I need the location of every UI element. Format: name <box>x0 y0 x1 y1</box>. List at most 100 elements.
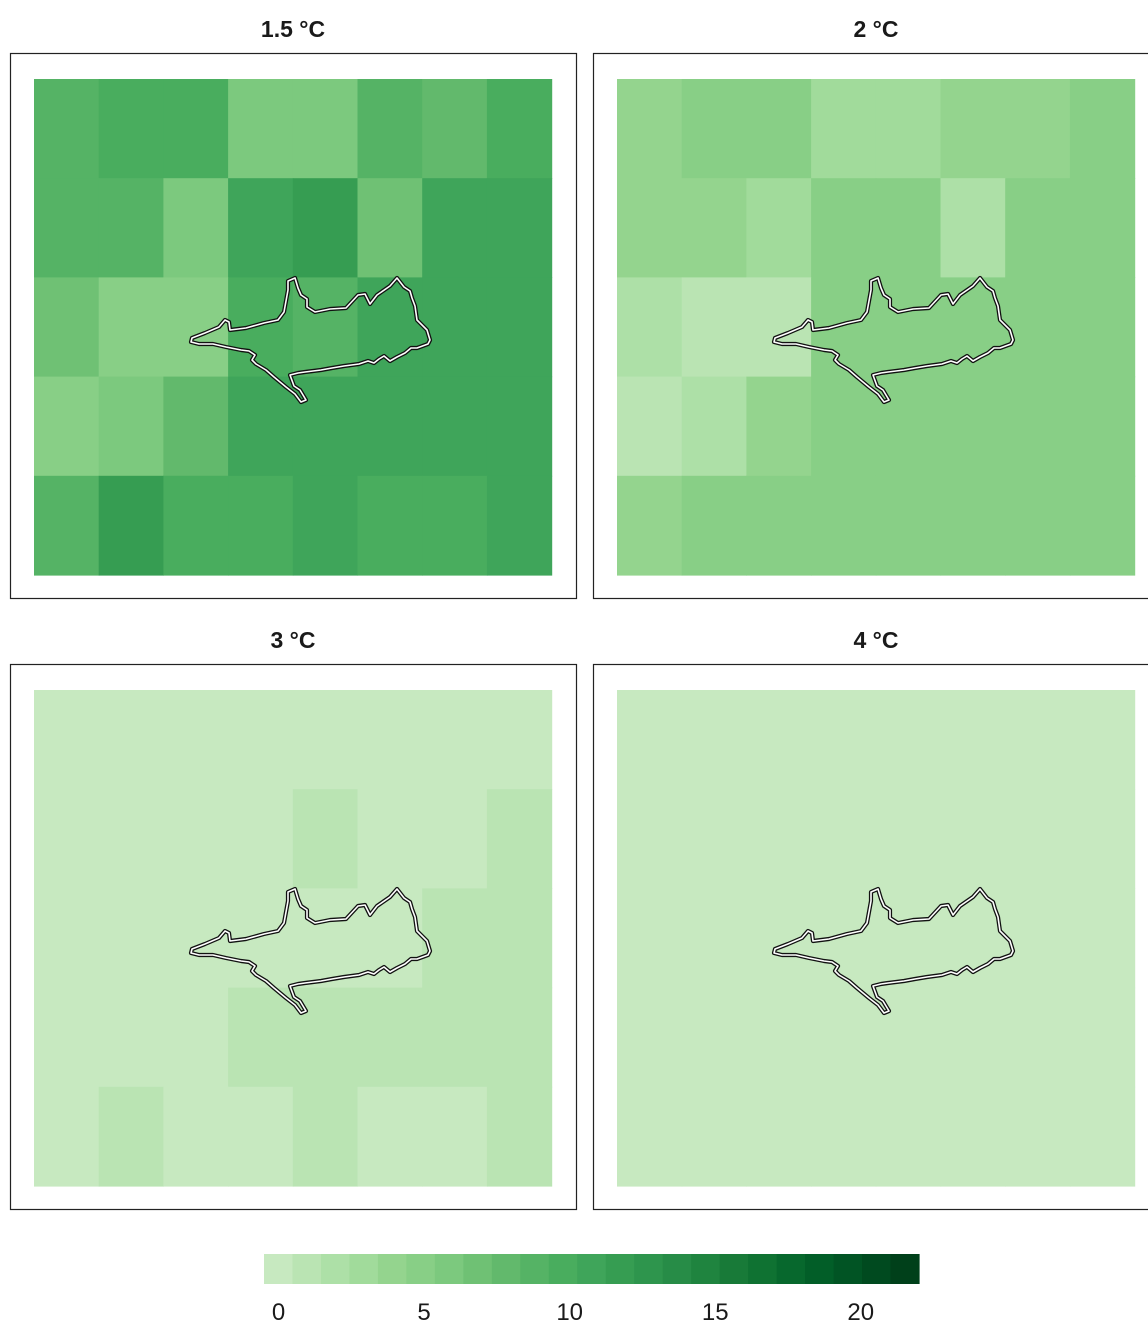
heatmap-cell <box>746 376 812 477</box>
heatmap-cell <box>746 178 812 278</box>
heatmap-cell <box>292 277 359 378</box>
colorbar-tick-label: 20 <box>847 1299 874 1325</box>
heatmap-cell <box>486 1086 553 1187</box>
heatmap-cell <box>617 987 683 1088</box>
heatmap-cell <box>940 789 1006 889</box>
heatmap-cell <box>486 987 553 1088</box>
heatmap-cell <box>228 178 294 278</box>
heatmap-cell <box>875 690 942 790</box>
heatmap-cell <box>681 690 747 790</box>
colorbar-tick-label: 5 <box>417 1299 430 1325</box>
colorbar-swatch <box>691 1254 721 1284</box>
heatmap-cell <box>98 789 164 889</box>
heatmap-cell <box>292 475 359 576</box>
heatmap-cell <box>486 178 553 278</box>
heatmap-cell <box>486 789 553 889</box>
colorbar: 0 5 10 15 20 <box>264 1254 920 1325</box>
heatmap-cell <box>875 1086 942 1187</box>
colorbar-swatch <box>833 1254 863 1284</box>
heatmap-cell <box>486 79 553 179</box>
heatmap-cell <box>163 178 229 278</box>
heatmap-cell <box>163 690 229 790</box>
heatmap-cell <box>34 1086 100 1187</box>
heatmap-cell <box>228 376 294 477</box>
heatmap-cell <box>617 376 683 477</box>
heatmap-cell <box>486 277 553 378</box>
heatmap-cell <box>34 79 100 179</box>
heatmap-cell <box>34 888 100 989</box>
heatmap-cell <box>292 79 359 179</box>
heatmap-cell <box>940 79 1006 179</box>
heatmap-cell <box>617 178 683 278</box>
colorbar-swatch <box>463 1254 493 1284</box>
heatmap-cell <box>357 987 423 1088</box>
heatmap-cell <box>228 79 294 179</box>
heatmap-cell <box>34 277 100 378</box>
heatmap-cell <box>486 376 553 477</box>
heatmap-cell <box>1069 475 1136 576</box>
heatmap-cell <box>811 690 877 790</box>
heatmap-cell <box>617 888 683 989</box>
heatmap-cell <box>422 178 488 278</box>
heatmap-cell <box>940 690 1006 790</box>
heatmap-cell <box>617 690 683 790</box>
heatmap-cell <box>875 79 942 179</box>
heatmap-cell <box>940 987 1006 1088</box>
colorbar-swatch <box>605 1254 635 1284</box>
heatmap-cell <box>34 987 100 1088</box>
heatmap-cell <box>940 178 1006 278</box>
colorbar-tick-label: 15 <box>702 1299 729 1325</box>
heatmap-cell <box>292 888 359 989</box>
heatmap-cell <box>681 1086 747 1187</box>
heatmap-cell <box>940 1086 1006 1187</box>
heatmap-cell <box>617 79 683 179</box>
panel-title: 2 °C <box>854 16 899 42</box>
heatmap-cell <box>1005 690 1071 790</box>
heatmap-cell <box>617 1086 683 1187</box>
colorbar-swatch <box>776 1254 806 1284</box>
heatmap-cell <box>681 789 747 889</box>
heatmap-cell <box>34 178 100 278</box>
heatmap-cell <box>746 789 812 889</box>
heatmap-cell <box>422 79 488 179</box>
heatmap-cell <box>34 789 100 889</box>
colorbar-swatch <box>434 1254 464 1284</box>
heatmap-cell <box>681 178 747 278</box>
heatmap-cell <box>1069 1086 1136 1187</box>
heatmap-cell <box>422 376 488 477</box>
heatmap-cell <box>34 475 100 576</box>
heatmap-cell <box>617 475 683 576</box>
heatmap-cell <box>357 789 423 889</box>
colorbar-swatch <box>349 1254 379 1284</box>
heatmap-cell <box>940 475 1006 576</box>
colorbar-swatch <box>805 1254 835 1284</box>
heatmap-cell <box>98 277 164 378</box>
heatmap-cell <box>228 690 294 790</box>
heatmap-cell <box>1005 1086 1071 1187</box>
heatmap-cell <box>681 376 747 477</box>
heatmap-cell <box>34 376 100 477</box>
panel-title: 3 °C <box>271 627 316 653</box>
heatmap-cell <box>98 475 164 576</box>
heatmap-cell <box>98 178 164 278</box>
colorbar-swatch <box>406 1254 436 1284</box>
heatmap-cell <box>357 178 423 278</box>
heatmap-cell <box>292 178 359 278</box>
heatmap-cell <box>1069 888 1136 989</box>
heatmap-cell <box>98 79 164 179</box>
heatmap-cell <box>875 475 942 576</box>
colorbar-swatch <box>520 1254 550 1284</box>
heatmap-cell <box>1069 178 1136 278</box>
heatmap-cell <box>357 79 423 179</box>
panel-title: 1.5 °C <box>261 16 325 42</box>
colorbar-swatch <box>548 1254 578 1284</box>
heatmap-cell <box>1069 79 1136 179</box>
heatmap-cell <box>292 789 359 889</box>
heatmap-cell <box>228 475 294 576</box>
heatmap-cell <box>811 178 877 278</box>
colorbar-tick-label: 0 <box>272 1299 285 1325</box>
heatmap-cell <box>163 987 229 1088</box>
colorbar-swatch <box>634 1254 664 1284</box>
heatmap-cell <box>681 987 747 1088</box>
